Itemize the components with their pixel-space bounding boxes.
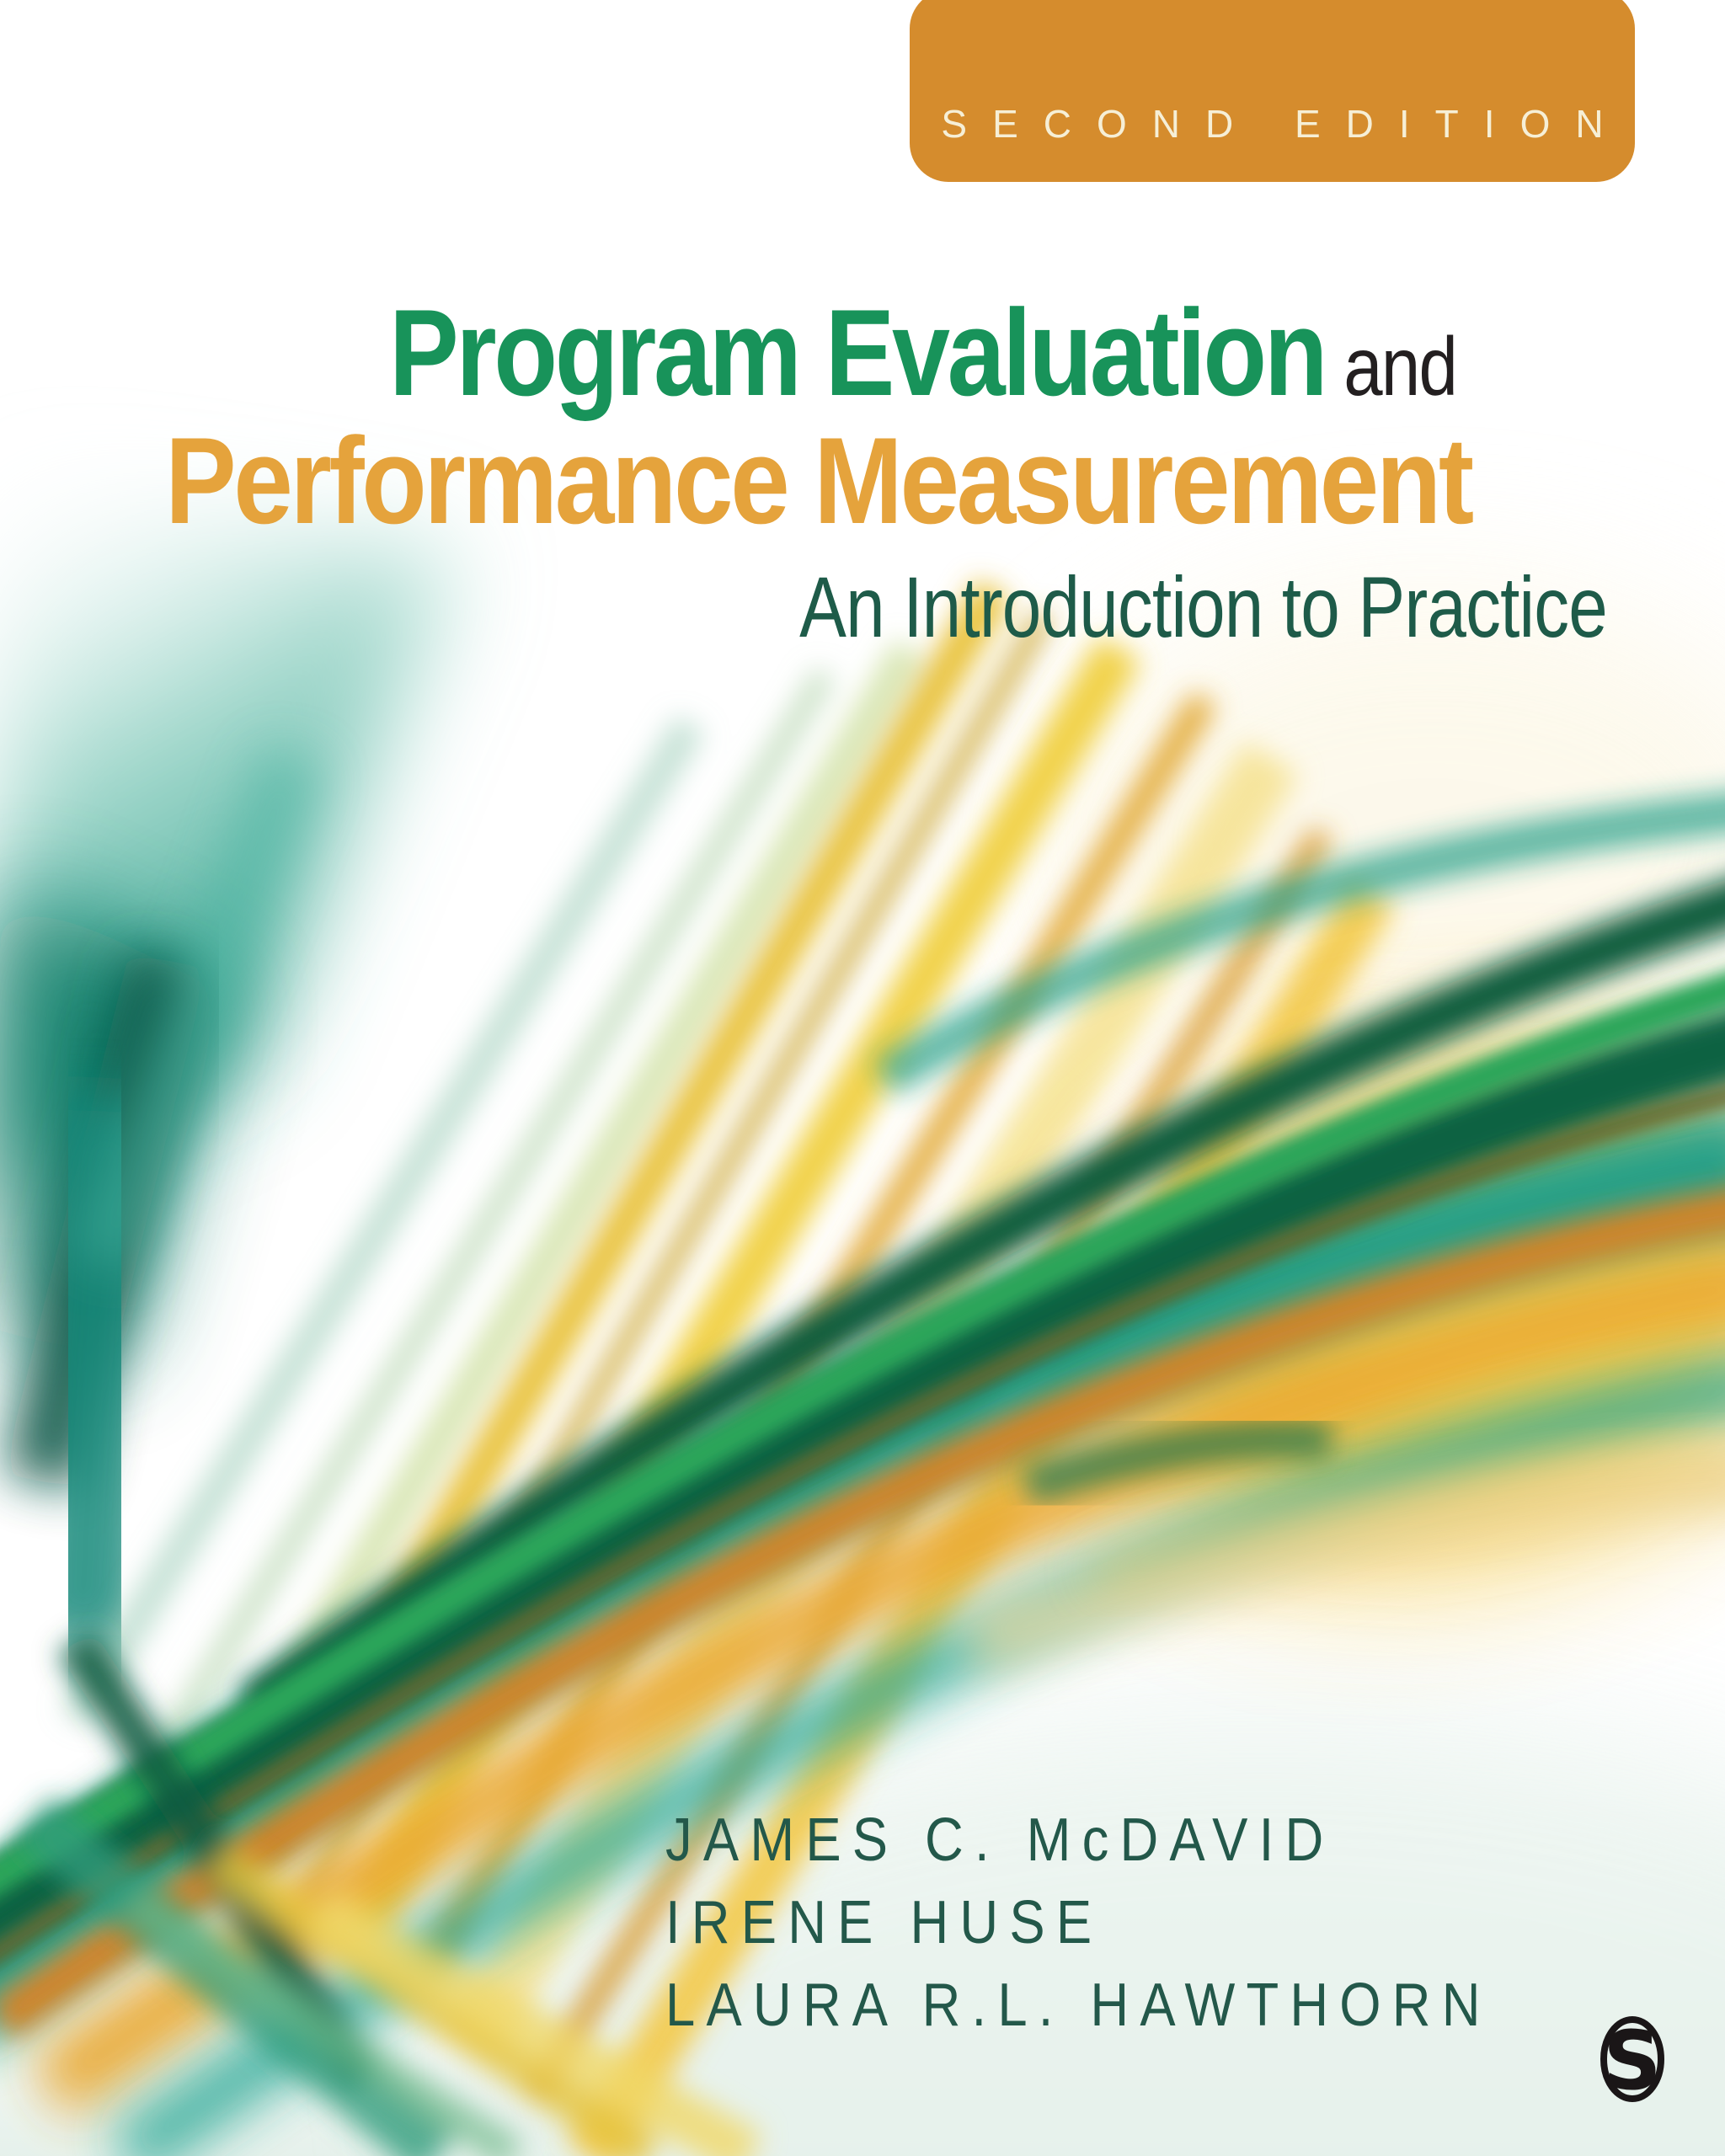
author-line-3: LAURA R.L. HAWTHORN xyxy=(665,1972,1492,2039)
title-line-1: Program Evaluation and xyxy=(389,291,1458,414)
book-subtitle: An Introduction to Practice xyxy=(799,559,1608,655)
title-line-1-main: Program Evaluation xyxy=(389,284,1328,421)
edition-badge: SECOND EDITION xyxy=(910,0,1635,182)
title-line-1-and: and xyxy=(1343,320,1458,413)
art-lower-right-bands xyxy=(959,1420,1725,1673)
sage-logo-ring xyxy=(1600,2016,1664,2102)
edition-badge-label: SECOND EDITION xyxy=(941,102,1629,146)
sage-s-icon: S xyxy=(1603,2015,1661,2104)
title-line-2: Performance Measurement xyxy=(165,412,1474,549)
author-line-1: JAMES C. McDAVID xyxy=(665,1806,1335,1874)
art-left-teal-haze xyxy=(0,472,455,1654)
authors-list: JAMES C. McDAVID IRENE HUSE LAURA R.L. H… xyxy=(665,1799,1492,2047)
author-line-2: IRENE HUSE xyxy=(665,1889,1103,1956)
sage-logo: S xyxy=(1600,2015,1664,2104)
art-bottom-left-tails xyxy=(14,1630,762,2156)
